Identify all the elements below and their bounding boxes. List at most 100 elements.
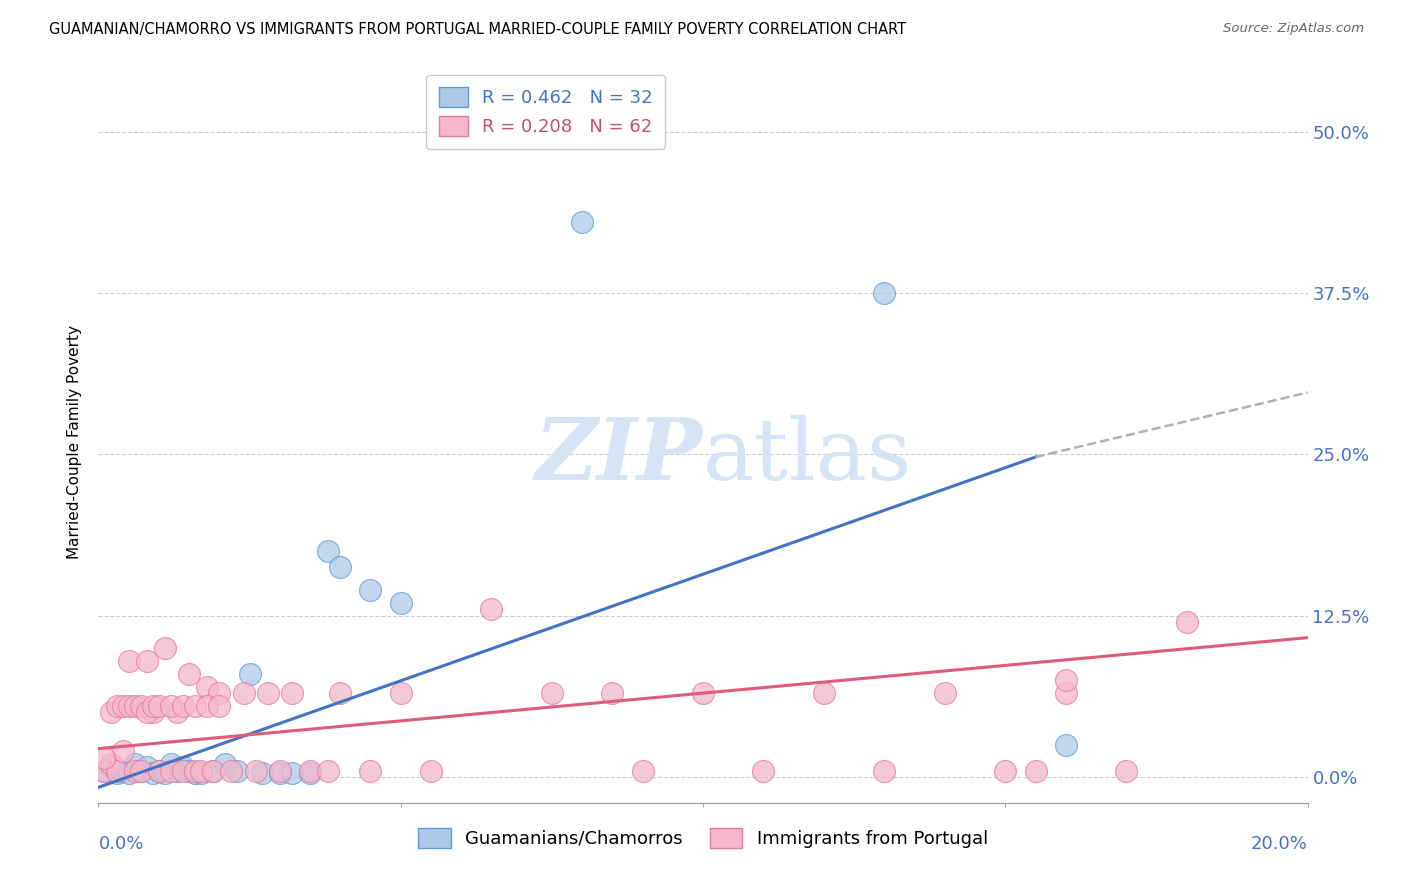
Point [389, 596, 412, 610]
Point [184, 766, 207, 780]
Point [118, 654, 141, 668]
Point [202, 764, 225, 778]
Point [299, 764, 322, 778]
Point [420, 764, 443, 778]
Point [329, 686, 352, 700]
Point [540, 686, 562, 700]
Point [111, 744, 134, 758]
Point [602, 686, 624, 700]
Point [195, 699, 218, 714]
Point [124, 699, 146, 714]
Point [873, 286, 896, 301]
Point [129, 764, 152, 778]
Point [1175, 615, 1198, 630]
Point [329, 559, 352, 574]
Point [281, 766, 304, 780]
Point [160, 764, 183, 778]
Point [316, 764, 339, 778]
Point [129, 699, 152, 714]
Point [124, 757, 146, 772]
Text: ZIP: ZIP [536, 414, 703, 498]
Point [239, 666, 262, 681]
Point [360, 582, 382, 597]
Point [179, 764, 201, 778]
Point [1054, 686, 1077, 700]
Point [166, 706, 188, 720]
Point [179, 666, 201, 681]
Point [299, 766, 322, 780]
Point [172, 760, 194, 774]
Point [118, 699, 141, 714]
Point [1054, 673, 1077, 688]
Y-axis label: Married-Couple Family Poverty: Married-Couple Family Poverty [67, 325, 83, 558]
Point [100, 760, 122, 774]
Point [281, 686, 304, 700]
Point [100, 757, 122, 772]
Point [631, 764, 654, 778]
Point [111, 699, 134, 714]
Point [93, 764, 115, 778]
Point [148, 699, 170, 714]
Point [190, 764, 212, 778]
Point [269, 766, 291, 780]
Point [160, 757, 183, 772]
Point [142, 699, 165, 714]
Point [360, 764, 382, 778]
Point [316, 544, 339, 558]
Point [111, 764, 134, 778]
Point [184, 699, 207, 714]
Point [93, 764, 115, 778]
Text: 20.0%: 20.0% [1251, 835, 1308, 853]
Point [105, 699, 128, 714]
Point [226, 764, 249, 778]
Point [153, 766, 176, 780]
Point [105, 766, 128, 780]
Point [166, 764, 188, 778]
Point [250, 766, 273, 780]
Point [221, 764, 243, 778]
Text: atlas: atlas [703, 415, 912, 498]
Point [195, 680, 218, 694]
Point [124, 764, 146, 778]
Point [135, 654, 157, 668]
Point [692, 686, 714, 700]
Point [269, 764, 291, 778]
Point [135, 760, 157, 774]
Point [135, 706, 157, 720]
Point [172, 699, 194, 714]
Point [1054, 738, 1077, 752]
Text: 0.0%: 0.0% [98, 835, 143, 853]
Point [813, 686, 835, 700]
Point [172, 764, 194, 778]
Point [118, 766, 141, 780]
Point [93, 750, 115, 764]
Point [389, 686, 412, 700]
Point [142, 706, 165, 720]
Point [873, 764, 896, 778]
Point [1115, 764, 1137, 778]
Point [208, 686, 231, 700]
Legend: Guamanians/Chamorros, Immigrants from Portugal: Guamanians/Chamorros, Immigrants from Po… [411, 821, 995, 855]
Point [129, 764, 152, 778]
Point [214, 757, 236, 772]
Point [752, 764, 775, 778]
Point [1024, 764, 1046, 778]
Point [142, 766, 165, 780]
Point [245, 764, 267, 778]
Point [571, 215, 593, 229]
Point [208, 699, 231, 714]
Point [481, 602, 503, 616]
Point [184, 764, 207, 778]
Point [160, 699, 183, 714]
Text: Source: ZipAtlas.com: Source: ZipAtlas.com [1223, 22, 1364, 36]
Point [232, 686, 254, 700]
Point [934, 686, 956, 700]
Point [148, 764, 170, 778]
Point [202, 764, 225, 778]
Point [256, 686, 278, 700]
Point [100, 706, 122, 720]
Text: GUAMANIAN/CHAMORRO VS IMMIGRANTS FROM PORTUGAL MARRIED-COUPLE FAMILY POVERTY COR: GUAMANIAN/CHAMORRO VS IMMIGRANTS FROM PO… [49, 22, 907, 37]
Point [994, 764, 1017, 778]
Point [105, 764, 128, 778]
Point [148, 764, 170, 778]
